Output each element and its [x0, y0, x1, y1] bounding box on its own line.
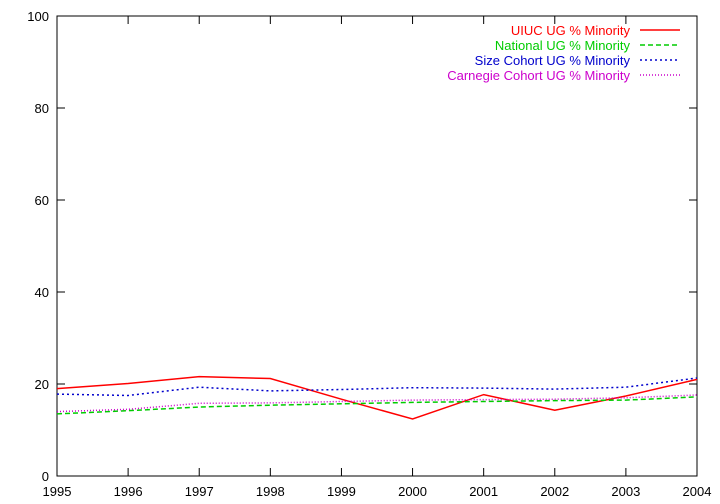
x-tick-label: 1999 [327, 484, 356, 499]
x-tick-label: 2004 [683, 484, 712, 499]
x-tick-label: 2003 [611, 484, 640, 499]
y-tick-label: 0 [42, 469, 49, 484]
x-tick-label: 1997 [185, 484, 214, 499]
x-tick-label: 2000 [398, 484, 427, 499]
plot-frame [56, 15, 698, 477]
y-tick-label: 100 [27, 9, 49, 24]
series-line-2 [56, 396, 698, 415]
legend-label-1: UIUC UG % Minority [511, 23, 631, 38]
x-tick-label: 2002 [540, 484, 569, 499]
legend-label-2: National UG % Minority [495, 38, 631, 53]
x-tick-label: 2001 [469, 484, 498, 499]
series-line-3 [56, 377, 698, 397]
legend-label-3: Size Cohort UG % Minority [475, 53, 631, 68]
y-tick-label: 60 [35, 193, 49, 208]
series-line-1 [56, 375, 698, 420]
y-tick-label: 80 [35, 101, 49, 116]
series-lines [56, 375, 698, 420]
y-tick-label: 20 [35, 377, 49, 392]
y-tick-label: 40 [35, 285, 49, 300]
x-tick-label: 1998 [256, 484, 285, 499]
legend-label-4: Carnegie Cohort UG % Minority [447, 68, 630, 83]
x-tick-label: 1996 [114, 484, 143, 499]
axes: 0 20 40 60 80 100 1995 1996 1997 1998 1999 2000 2001… [27, 9, 711, 499]
x-tick-label: 1995 [43, 484, 72, 499]
